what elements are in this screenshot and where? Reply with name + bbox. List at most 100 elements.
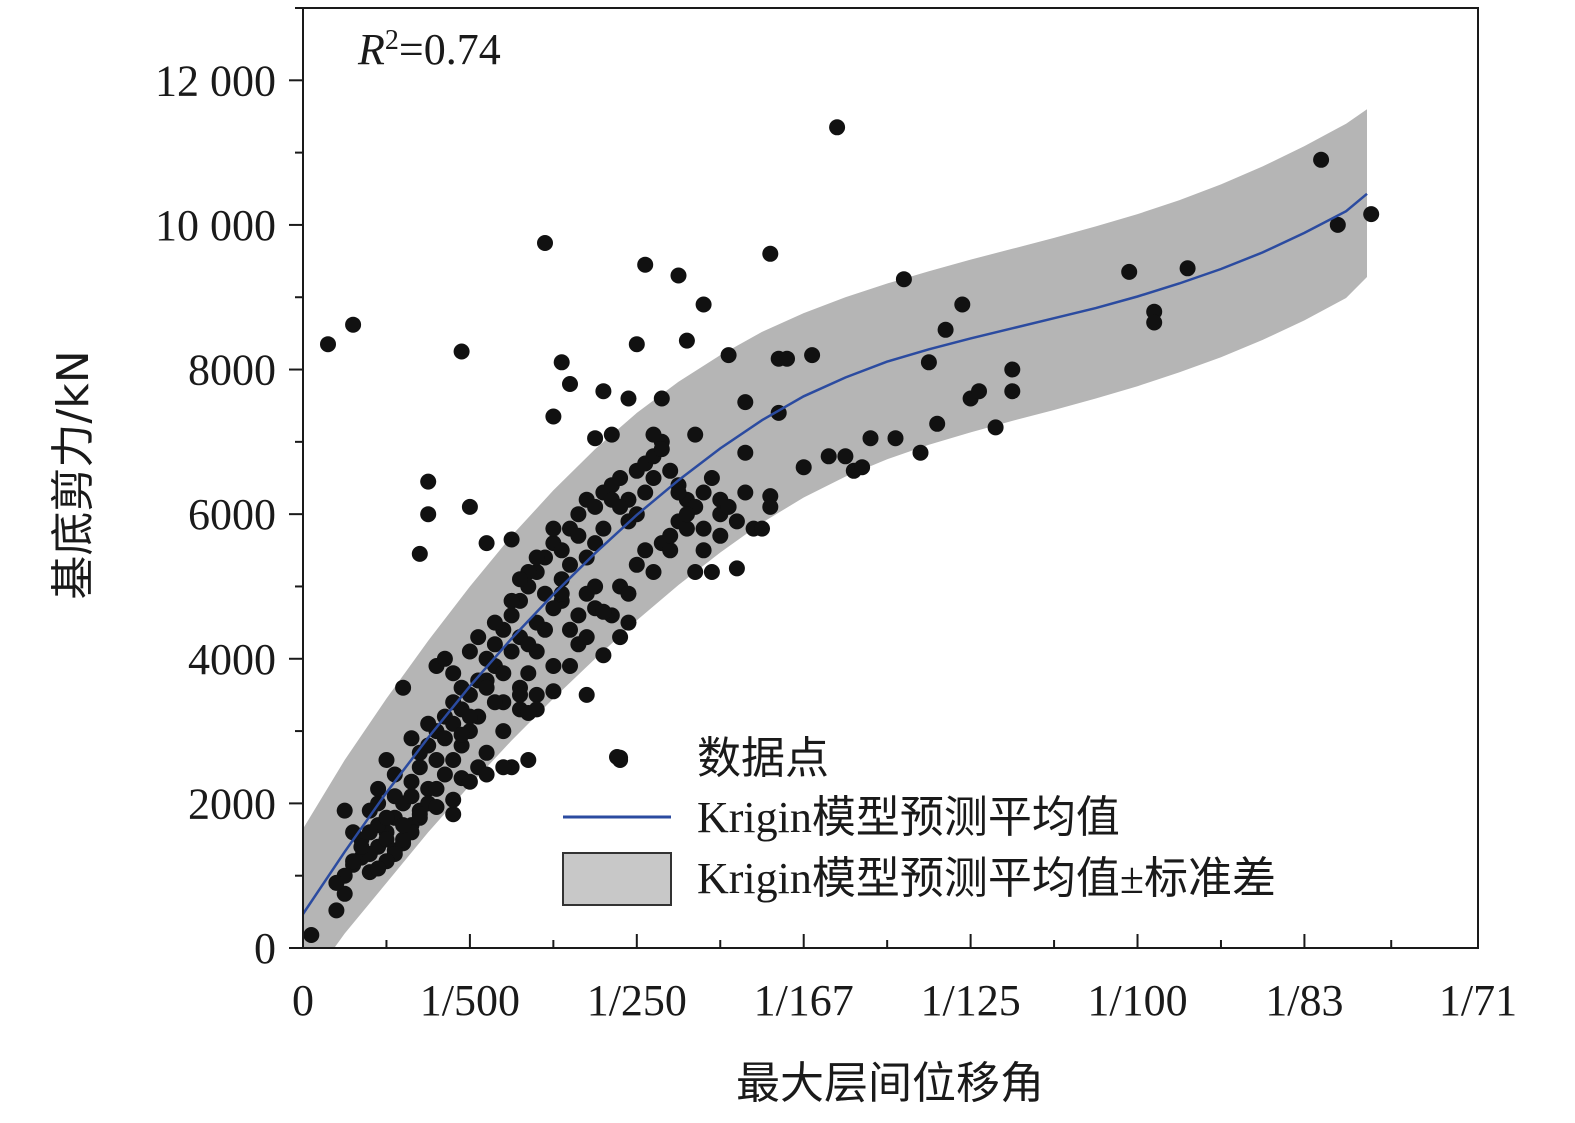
data-point: [395, 831, 412, 848]
data-point: [829, 119, 846, 136]
x-tick-label: 1/125: [920, 976, 1020, 1025]
data-point: [445, 791, 462, 808]
data-point: [612, 470, 629, 486]
data-point: [303, 927, 320, 943]
data-point: [637, 256, 654, 273]
data-point: [461, 773, 478, 790]
data-point: [537, 235, 553, 251]
data-point: [587, 430, 604, 447]
x-tick-label: 1/71: [1439, 976, 1517, 1025]
data-point: [695, 520, 712, 537]
data-point: [720, 347, 737, 364]
data-point: [378, 831, 395, 848]
data-point: [653, 441, 670, 458]
data-point: [954, 296, 971, 313]
data-point: [495, 723, 512, 740]
x-tick-label: 1/250: [587, 976, 687, 1025]
r-squared-superscript: 2: [385, 25, 399, 56]
data-point: [420, 473, 437, 490]
data-point: [528, 686, 545, 703]
data-point: [486, 694, 503, 711]
data-point: [562, 376, 578, 392]
std-band-area: [303, 109, 1367, 948]
data-point: [562, 621, 578, 638]
plot-frame: [302, 7, 1479, 949]
data-point: [670, 484, 687, 501]
data-point: [987, 419, 1004, 436]
data-point: [436, 730, 453, 747]
data-point: [595, 520, 612, 537]
std-band-layer: [303, 109, 1367, 948]
data-point: [720, 498, 737, 515]
data-point: [553, 585, 570, 602]
data-point: [553, 542, 570, 559]
data-point: [737, 444, 754, 461]
data-point: [637, 484, 654, 501]
y-axis-title: 基底剪力/kN: [48, 350, 99, 599]
data-point: [1121, 263, 1138, 280]
legend: 数据点 Krigin模型预测平均值 Krigin模型预测平均值±标准差: [562, 734, 1276, 906]
y-tick-label: 6000: [188, 490, 276, 539]
data-point: [378, 809, 395, 826]
x-tick-label: 0: [292, 976, 314, 1025]
data-point: [512, 686, 528, 703]
data-point: [628, 556, 645, 573]
data-point: [578, 686, 595, 703]
data-point: [762, 498, 779, 515]
r-squared-annotation: R2=0.74: [357, 25, 501, 75]
data-point: [854, 459, 871, 476]
data-point: [795, 459, 812, 476]
data-point: [378, 752, 395, 768]
data-point: [503, 643, 520, 660]
data-point: [486, 614, 503, 631]
data-point: [461, 498, 478, 515]
data-point: [837, 448, 854, 465]
data-point: [737, 394, 754, 411]
data-point: [478, 535, 495, 552]
data-point: [587, 535, 604, 552]
data-point: [637, 542, 654, 559]
data-point: [662, 542, 679, 559]
mean-line-layer: [301, 192, 1368, 915]
data-point: [695, 542, 712, 559]
data-point: [445, 752, 462, 768]
data-point: [361, 824, 378, 841]
data-point: [562, 556, 578, 573]
data-point: [929, 415, 946, 432]
data-point: [578, 629, 595, 646]
data-point: [703, 564, 720, 580]
data-point: [562, 658, 578, 674]
data-point: [520, 705, 537, 721]
x-tick-label: 1/500: [420, 976, 520, 1025]
data-point: [478, 766, 495, 783]
data-point: [453, 343, 470, 360]
data-point: [712, 527, 729, 544]
legend-points-marker: [609, 749, 625, 765]
legend-band-label: Krigin模型预测平均值±标准差: [697, 854, 1276, 903]
data-point: [703, 470, 720, 486]
data-point: [695, 296, 712, 313]
data-point: [1363, 206, 1380, 223]
data-point: [587, 498, 604, 515]
x-tick-label: 1/167: [754, 976, 854, 1025]
data-point: [804, 347, 821, 364]
y-axis-ticks: 0 2000 4000 6000 8000 10 000 12 000: [155, 7, 303, 973]
data-point: [428, 780, 445, 797]
data-point: [495, 665, 512, 682]
data-point: [420, 506, 437, 523]
data-point: [1004, 383, 1021, 400]
data-point: [1004, 361, 1021, 378]
data-point: [779, 350, 795, 367]
r-squared-symbol: R: [357, 25, 385, 74]
data-point: [653, 390, 670, 407]
data-point: [570, 607, 587, 624]
data-point: [512, 571, 528, 588]
r-squared-value: =0.74: [399, 25, 501, 74]
data-point: [595, 383, 612, 400]
data-point: [645, 470, 662, 486]
data-point: [345, 316, 362, 333]
data-point: [495, 759, 512, 776]
data-point: [762, 245, 779, 262]
data-point: [545, 658, 562, 674]
